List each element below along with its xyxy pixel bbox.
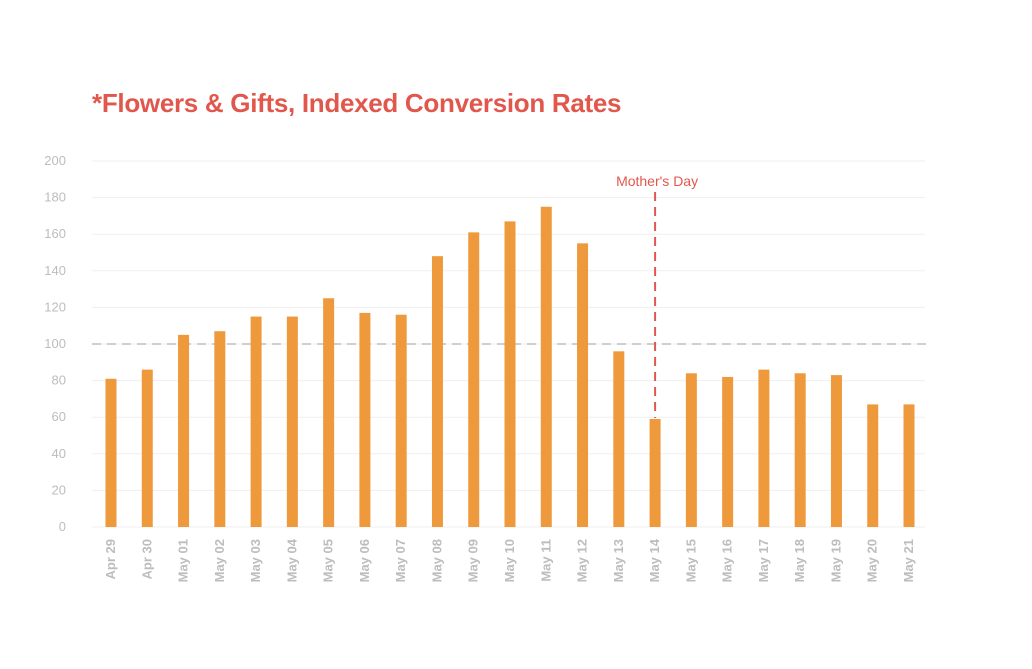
x-tick-label: Apr 29 <box>103 539 118 579</box>
bar-may-14 <box>649 419 661 527</box>
bar-may-20 <box>867 404 879 527</box>
bar-may-19 <box>830 375 842 527</box>
x-tick-label: May 11 <box>538 539 553 582</box>
y-tick-label: 40 <box>52 446 66 461</box>
bar-may-12 <box>577 243 589 527</box>
bar-may-21 <box>903 404 915 527</box>
x-tick-label: May 19 <box>828 539 843 582</box>
bar-may-18 <box>794 373 806 527</box>
x-tick-label: May 03 <box>248 539 263 582</box>
bar-may-04 <box>286 316 298 527</box>
bar-may-09 <box>468 232 480 527</box>
x-tick-label: May 10 <box>502 539 517 582</box>
x-tick-label: May 18 <box>792 539 807 582</box>
y-tick-label: 180 <box>44 190 66 205</box>
y-tick-label: 60 <box>52 409 66 424</box>
y-tick-label: 140 <box>44 263 66 278</box>
bar-may-06 <box>359 312 371 527</box>
bar-may-10 <box>504 221 516 527</box>
bar-apr-29 <box>105 378 117 527</box>
y-tick-label: 160 <box>44 226 66 241</box>
x-tick-label: May 09 <box>466 539 481 582</box>
bar-may-05 <box>323 298 335 527</box>
bar-may-11 <box>540 206 552 527</box>
x-tick-label: May 12 <box>575 539 590 582</box>
x-tick-label: May 01 <box>176 539 191 582</box>
bar-may-13 <box>613 351 625 527</box>
x-tick-label: May 06 <box>357 539 372 582</box>
y-tick-label: 20 <box>52 482 66 497</box>
x-tick-label: May 21 <box>901 539 916 582</box>
mothers-day-annotation: Mother's Day <box>616 173 698 189</box>
x-tick-label: May 02 <box>212 539 227 582</box>
y-tick-label: 100 <box>44 336 66 351</box>
x-tick-label: May 17 <box>756 539 771 582</box>
y-tick-label: 0 <box>59 519 66 534</box>
bar-may-03 <box>250 316 262 527</box>
y-tick-label: 200 <box>44 153 66 168</box>
y-tick-label: 120 <box>44 299 66 314</box>
x-tick-label: May 15 <box>683 539 698 582</box>
bar-may-01 <box>178 334 190 527</box>
x-tick-label: May 05 <box>321 539 336 582</box>
x-tick-label: May 13 <box>611 539 626 582</box>
chart-title: *Flowers & Gifts, Indexed Conversion Rat… <box>92 88 622 118</box>
bar-may-17 <box>758 369 770 527</box>
x-tick-label: May 14 <box>647 538 662 582</box>
y-tick-label: 80 <box>52 373 66 388</box>
bar-may-07 <box>395 314 407 527</box>
x-tick-label: May 07 <box>393 539 408 582</box>
bar-apr-30 <box>141 369 153 527</box>
bar-may-02 <box>214 331 226 527</box>
x-tick-label: May 16 <box>720 539 735 582</box>
bar-may-15 <box>685 373 697 527</box>
x-tick-label: May 08 <box>429 539 444 582</box>
x-tick-label: Apr 30 <box>139 539 154 579</box>
bar-may-16 <box>722 376 734 527</box>
x-tick-label: May 20 <box>865 539 880 582</box>
bar-may-08 <box>431 256 443 527</box>
x-tick-label: May 04 <box>284 538 299 582</box>
